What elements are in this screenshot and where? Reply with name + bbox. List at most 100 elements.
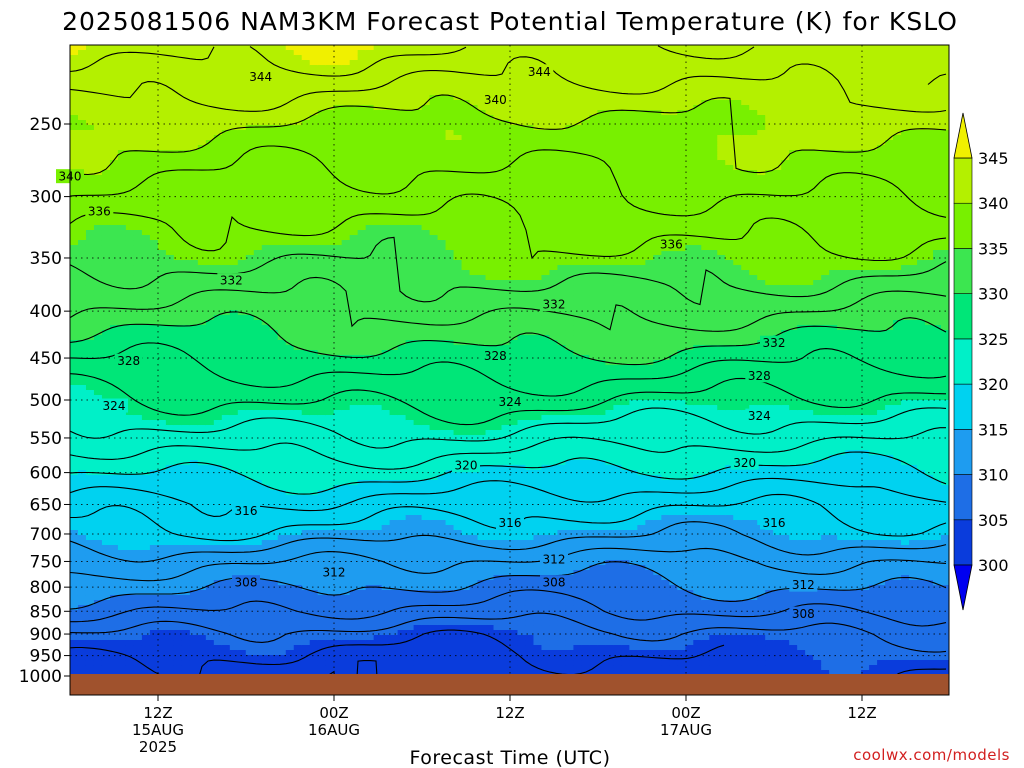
field-cell	[70, 265, 79, 271]
field-cell	[141, 425, 151, 431]
field-cell	[133, 225, 143, 231]
field-cell	[70, 435, 79, 441]
field-cell	[277, 275, 287, 281]
field-cell	[325, 80, 335, 86]
field-cell	[309, 600, 319, 606]
field-cell	[77, 260, 87, 266]
field-cell	[109, 390, 119, 396]
field-cell	[205, 655, 215, 661]
field-cell	[101, 500, 111, 506]
field-cell	[109, 635, 119, 641]
field-cell	[229, 45, 239, 51]
field-cell	[117, 45, 127, 51]
field-cell	[341, 555, 351, 561]
field-cell	[70, 380, 79, 386]
field-cell	[301, 410, 311, 416]
field-cell	[301, 665, 311, 671]
field-cell	[261, 540, 271, 546]
field-cell	[333, 380, 343, 386]
field-cell	[77, 120, 87, 126]
field-cell	[317, 530, 327, 536]
field-cell	[85, 410, 95, 416]
field-cell	[125, 120, 135, 126]
field-cell	[229, 315, 239, 321]
field-cell	[277, 340, 287, 346]
field-cell	[357, 375, 367, 381]
field-cell	[341, 670, 351, 676]
field-cell	[173, 325, 183, 331]
field-cell	[77, 500, 87, 506]
field-cell	[133, 475, 143, 481]
field-cell	[245, 590, 255, 596]
field-cell	[357, 550, 367, 556]
field-cell	[165, 590, 175, 596]
field-cell	[109, 430, 119, 436]
field-cell	[109, 350, 119, 356]
field-cell	[149, 390, 159, 396]
field-cell	[317, 205, 327, 211]
field-cell	[125, 430, 135, 436]
field-cell	[293, 670, 303, 676]
field-cell	[141, 155, 151, 161]
field-cell	[157, 230, 167, 236]
field-cell	[277, 640, 287, 646]
field-cell	[85, 390, 95, 396]
field-cell	[205, 520, 215, 526]
field-cell	[317, 45, 327, 51]
field-cell	[333, 50, 343, 56]
field-cell	[205, 60, 215, 66]
field-cell	[253, 610, 263, 616]
field-cell	[301, 275, 311, 281]
field-cell	[173, 565, 183, 571]
field-cell	[277, 545, 287, 551]
field-cell	[261, 500, 271, 506]
field-cell	[197, 405, 207, 411]
field-cell	[165, 640, 175, 646]
field-cell	[237, 380, 247, 386]
field-cell	[77, 360, 87, 366]
field-cell	[197, 535, 207, 541]
field-cell	[70, 160, 79, 166]
field-cell	[357, 490, 367, 496]
field-cell	[101, 300, 111, 306]
field-cell	[365, 220, 375, 226]
field-cell	[149, 80, 159, 86]
field-cell	[213, 340, 223, 346]
field-cell	[293, 570, 303, 576]
field-cell	[309, 415, 319, 421]
field-cell	[333, 190, 343, 196]
field-cell	[237, 655, 247, 661]
field-cell	[341, 655, 351, 661]
field-cell	[237, 620, 247, 626]
field-cell	[133, 510, 143, 516]
field-cell	[373, 250, 383, 256]
field-cell	[373, 240, 383, 246]
field-cell	[341, 220, 351, 226]
field-cell	[333, 185, 343, 191]
field-cell	[245, 390, 255, 396]
field-cell	[189, 340, 199, 346]
field-cell	[77, 195, 87, 201]
field-cell	[165, 520, 175, 526]
field-cell	[309, 235, 319, 241]
field-cell	[205, 115, 215, 121]
field-cell	[189, 440, 199, 446]
field-cell	[125, 260, 135, 266]
field-cell	[261, 300, 271, 306]
field-cell	[221, 460, 231, 466]
field-cell	[213, 575, 223, 581]
field-cell	[157, 250, 167, 256]
field-cell	[317, 345, 327, 351]
field-cell	[85, 445, 95, 451]
field-cell	[269, 535, 279, 541]
field-cell	[285, 300, 295, 306]
field-cell	[149, 175, 159, 181]
field-cell	[349, 300, 359, 306]
field-cell	[85, 350, 95, 356]
field-cell	[109, 145, 119, 151]
field-cell	[309, 555, 319, 561]
field-cell	[253, 350, 263, 356]
field-cell	[125, 485, 135, 491]
field-cell	[277, 540, 287, 546]
field-cell	[213, 635, 223, 641]
